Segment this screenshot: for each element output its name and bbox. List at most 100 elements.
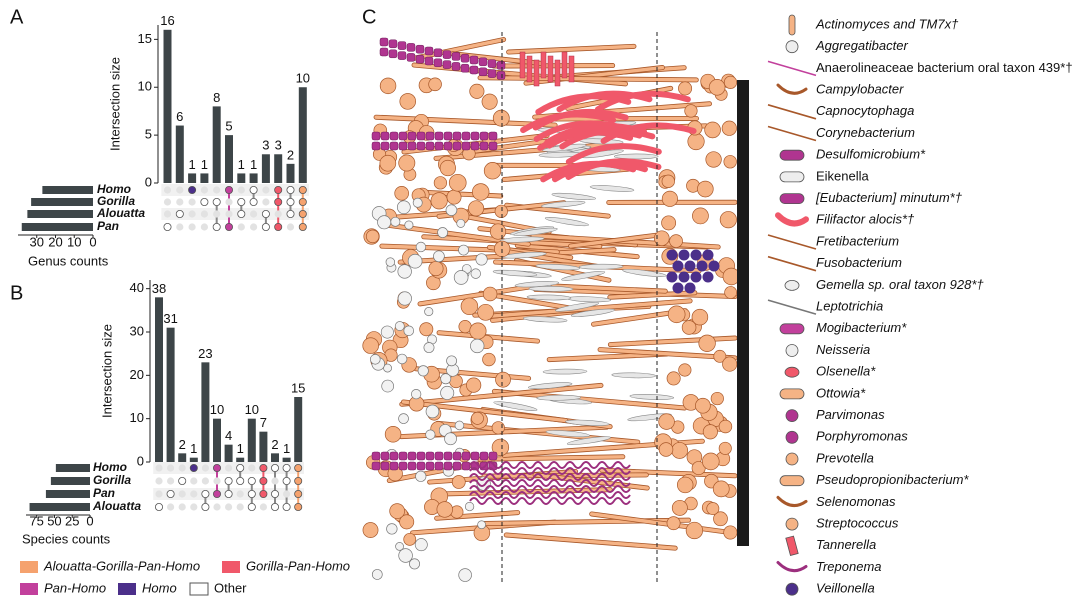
- neisseria: [475, 253, 488, 266]
- coccus: [723, 525, 738, 540]
- coccus: [661, 190, 678, 207]
- rod: [374, 115, 557, 127]
- veillonella: [690, 249, 702, 261]
- bead: [389, 461, 399, 471]
- matrix-dot: [274, 222, 283, 231]
- neisseria: [477, 520, 486, 530]
- coccus: [705, 151, 722, 168]
- coccus: [658, 413, 675, 430]
- matrix-dot-empty: [200, 210, 208, 218]
- coccus: [481, 93, 498, 110]
- bead: [487, 69, 497, 78]
- bead: [389, 131, 399, 141]
- rod: [478, 455, 625, 461]
- spindle: [570, 308, 616, 317]
- bead: [442, 60, 452, 69]
- value-label: 8: [213, 90, 220, 105]
- neisseria: [386, 523, 398, 535]
- legend-icon: [785, 40, 799, 54]
- bead: [379, 37, 389, 47]
- matrix-dot: [298, 197, 307, 206]
- bead: [425, 451, 435, 461]
- matrix-dot-empty: [176, 223, 184, 231]
- coccus: [379, 77, 397, 95]
- intersection-bar: [298, 87, 307, 183]
- bead: [407, 461, 417, 471]
- matrix-dot-empty: [286, 223, 295, 231]
- veillonella: [672, 260, 684, 272]
- tannerella: [568, 55, 575, 83]
- legend-icon: [779, 193, 805, 205]
- legend-label: [Eubacterium] minutum*†: [815, 190, 963, 205]
- coccus: [719, 211, 737, 229]
- bead: [452, 461, 462, 471]
- matrix-dot: [154, 502, 163, 511]
- legend-icon: [784, 366, 800, 378]
- veillonella: [684, 282, 696, 294]
- neisseria: [470, 338, 485, 354]
- coccus: [492, 109, 510, 127]
- veillonella: [702, 249, 714, 261]
- coccus: [489, 223, 507, 240]
- tannerella: [526, 55, 533, 83]
- legend-label: Anaerolineaceae bacterium oral taxon 439…: [816, 60, 1073, 75]
- set-label: Homo: [97, 182, 131, 196]
- legend-swatch: [118, 583, 136, 595]
- coccus: [678, 81, 693, 96]
- legend-icon: [785, 517, 799, 531]
- bead: [434, 141, 444, 151]
- matrix-dot: [224, 185, 233, 194]
- legend-label: Campylobacter: [816, 82, 904, 97]
- matrix-dot: [294, 489, 303, 498]
- treponema: [469, 479, 631, 487]
- bead: [470, 141, 480, 151]
- legend-label: Pseudopropionibacterium*: [816, 472, 969, 487]
- bead: [407, 131, 417, 141]
- matrix-dot: [274, 185, 283, 194]
- legend-label: Eikenella: [816, 168, 870, 183]
- neisseria: [395, 542, 404, 551]
- set-size-bar: [21, 223, 93, 231]
- bead: [371, 451, 381, 461]
- coccus: [658, 442, 674, 457]
- value-label: 1: [188, 157, 195, 172]
- y-tick-label: 10: [138, 79, 152, 94]
- matrix-dot-empty: [250, 210, 258, 218]
- bead: [407, 141, 417, 151]
- neisseria: [424, 307, 434, 317]
- matrix-dot-empty: [201, 477, 209, 485]
- coccus: [451, 475, 466, 489]
- matrix-dot: [247, 502, 256, 511]
- bead: [425, 461, 435, 471]
- intersection-bar: [282, 457, 291, 462]
- coccus: [698, 334, 716, 352]
- value-label: 7: [260, 415, 267, 430]
- legend-label: Tannerella: [816, 537, 876, 552]
- bead: [443, 451, 453, 461]
- spindle: [492, 269, 538, 277]
- legend-icon: [785, 535, 799, 557]
- bead: [478, 67, 488, 77]
- neisseria: [425, 404, 440, 419]
- matrix-dot-empty: [155, 464, 163, 472]
- rod: [536, 116, 699, 121]
- bead: [434, 461, 444, 471]
- coccus: [384, 426, 402, 443]
- bead: [488, 131, 498, 141]
- set-tick-label: 0: [86, 513, 93, 528]
- coccus: [433, 176, 447, 190]
- spindle: [565, 419, 610, 426]
- y-tick-label: 0: [137, 453, 144, 468]
- intersection-bar: [237, 173, 246, 183]
- neisseria: [415, 470, 427, 482]
- value-label: 4: [225, 428, 232, 443]
- bead: [487, 59, 497, 68]
- coccus: [702, 424, 718, 440]
- spindle: [513, 227, 558, 237]
- spindle: [566, 436, 612, 445]
- spindle: [545, 430, 591, 438]
- bead: [460, 63, 470, 73]
- legend-icon: [779, 388, 805, 400]
- coccus: [466, 377, 482, 393]
- legend-swatch: [222, 561, 240, 573]
